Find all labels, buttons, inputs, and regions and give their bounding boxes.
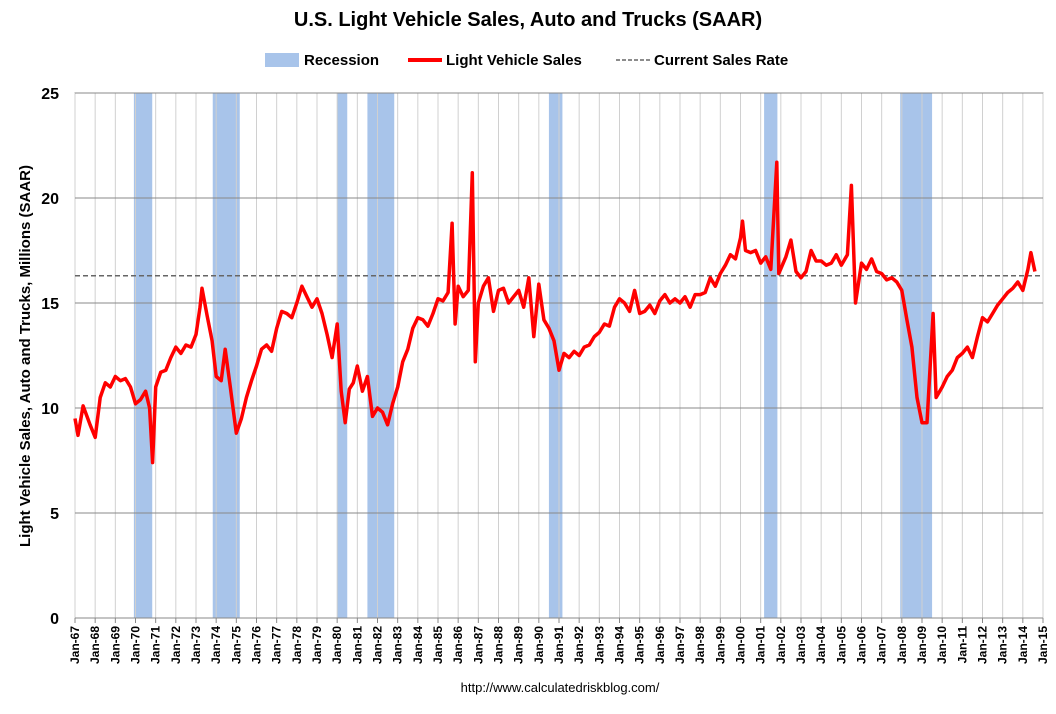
x-tick-label: Jan-07 [875, 626, 889, 664]
legend-label: Current Sales Rate [654, 52, 788, 69]
x-tick-label: Jan-77 [270, 626, 284, 664]
x-tick-label: Jan-88 [492, 626, 506, 664]
recession-band [337, 93, 348, 618]
y-tick-label: 25 [41, 86, 59, 103]
x-tick-label: Jan-08 [895, 626, 909, 664]
x-tick-label: Jan-03 [794, 626, 808, 664]
x-tick-label: Jan-74 [209, 626, 223, 664]
source: http://www.calculatedriskblog.com/ [461, 680, 660, 695]
x-tick-label: Jan-93 [592, 626, 606, 664]
x-tick-label: Jan-83 [391, 626, 405, 664]
x-tick-label: Jan-67 [68, 626, 82, 664]
y-tick-label: 10 [41, 401, 59, 418]
x-tick-label: Jan-81 [350, 626, 364, 664]
x-tick-label: Jan-01 [754, 626, 768, 664]
x-tick-label: Jan-15 [1036, 626, 1050, 664]
recession-band [133, 93, 153, 618]
y-tick-label: 5 [50, 506, 59, 523]
x-tick-label: Jan-12 [976, 626, 990, 664]
x-tick-label: Jan-00 [734, 626, 748, 664]
x-tick-label: Jan-90 [532, 626, 546, 664]
recession-band [900, 93, 933, 618]
y-axis-label: Light Vehicle Sales, Auto and Trucks, Mi… [17, 165, 34, 547]
x-tick-label: Jan-95 [633, 626, 647, 664]
x-tick-label: Jan-76 [250, 626, 264, 664]
x-tick-label: Jan-96 [653, 626, 667, 664]
legend-label: Light Vehicle Sales [446, 52, 582, 69]
x-tick-label: Jan-04 [814, 626, 828, 664]
x-tick-label: Jan-06 [855, 626, 869, 664]
x-tick-label: Jan-73 [189, 626, 203, 664]
x-tick-label: Jan-75 [229, 626, 243, 664]
y-tick-label: 15 [41, 296, 59, 313]
x-tick-label: Jan-05 [834, 626, 848, 664]
x-tick-label: Jan-10 [935, 626, 949, 664]
x-tick-label: Jan-78 [290, 626, 304, 664]
x-tick-label: Jan-94 [613, 626, 627, 664]
legend-label: Recession [304, 52, 379, 69]
x-tick-label: Jan-85 [431, 626, 445, 664]
x-tick-label: Jan-84 [411, 626, 425, 664]
recession-band [367, 93, 395, 618]
legend-recession-swatch [265, 53, 299, 67]
x-tick-label: Jan-09 [915, 626, 929, 664]
x-tick-label: Jan-68 [88, 626, 102, 664]
x-tick-label: Jan-71 [149, 626, 163, 664]
x-tick-label: Jan-69 [108, 626, 122, 664]
x-tick-label: Jan-86 [451, 626, 465, 664]
x-tick-label: Jan-91 [552, 626, 566, 664]
x-tick-label: Jan-89 [512, 626, 526, 664]
x-tick-label: Jan-87 [471, 626, 485, 664]
x-tick-label: Jan-14 [1016, 626, 1030, 664]
x-tick-label: Jan-98 [693, 626, 707, 664]
x-tick-label: Jan-97 [673, 626, 687, 664]
x-tick-label: Jan-92 [572, 626, 586, 664]
x-tick-label: Jan-82 [371, 626, 385, 664]
x-tick-label: Jan-70 [129, 626, 143, 664]
x-tick-label: Jan-79 [310, 626, 324, 664]
y-tick-label: 20 [41, 191, 59, 208]
y-tick-label: 0 [50, 611, 59, 628]
x-tick-label: Jan-80 [330, 626, 344, 664]
x-tick-label: Jan-02 [774, 626, 788, 664]
sales-line [73, 160, 1037, 465]
x-tick-label: Jan-13 [996, 626, 1010, 664]
x-tick-label: Jan-99 [713, 626, 727, 664]
x-tick-label: Jan-11 [955, 626, 969, 664]
x-tick-label: Jan-72 [169, 626, 183, 664]
chart-title: U.S. Light Vehicle Sales, Auto and Truck… [294, 9, 762, 31]
